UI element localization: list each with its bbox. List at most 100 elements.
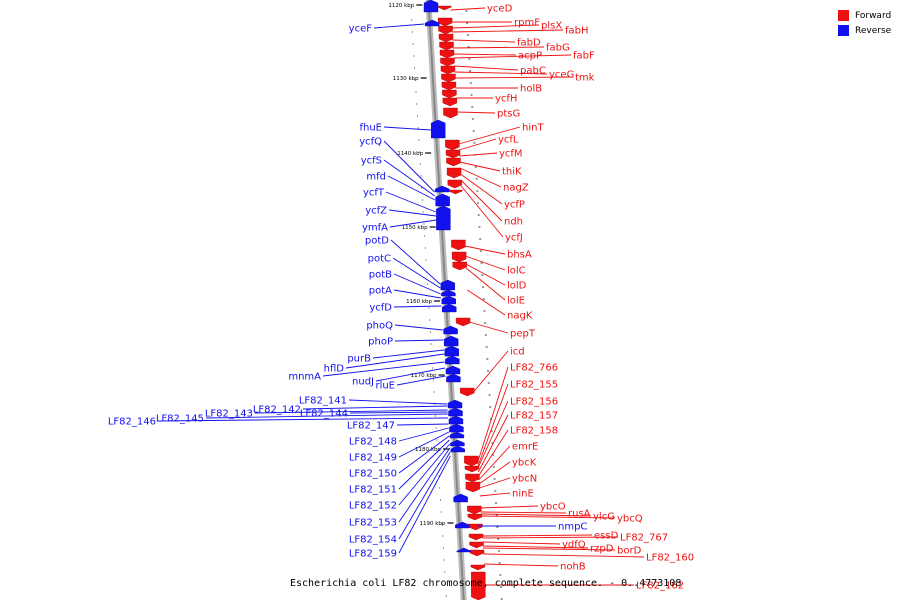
forward-gene-block xyxy=(465,473,480,483)
reverse-gene-label: LF82_148 xyxy=(349,437,397,448)
forward-gene-label: lolD xyxy=(507,281,527,292)
forward-gene-label: borD xyxy=(617,546,642,557)
forward-gene-block xyxy=(452,261,467,271)
reverse-leader-line xyxy=(393,305,442,308)
scale-label: 1150 kbp xyxy=(402,225,428,231)
forward-gene-label: bhsA xyxy=(507,250,532,261)
forward-leader-line xyxy=(459,167,502,188)
forward-gene-label: thiK xyxy=(502,167,522,178)
forward-gene-block xyxy=(467,513,483,521)
scale-label: 1140 kbp xyxy=(397,151,423,157)
reverse-gene-block xyxy=(455,521,470,529)
forward-gene-label: ybcN xyxy=(512,474,537,485)
forward-leader-line xyxy=(465,263,506,286)
forward-gene-block xyxy=(446,157,461,167)
reverse-gene-label: LF82_142 xyxy=(253,405,301,416)
reverse-leader-line xyxy=(398,435,450,474)
reverse-gene-label: ycfZ xyxy=(365,206,387,217)
forward-gene-block xyxy=(440,57,455,67)
forward-gene-label: LF82_158 xyxy=(510,426,558,437)
reverse-leader-line xyxy=(375,367,446,382)
reverse-gene-block xyxy=(423,0,439,13)
reverse-gene-label: LF82_152 xyxy=(349,501,397,512)
reverse-leader-line xyxy=(393,289,441,299)
forward-leader-line xyxy=(482,541,561,545)
forward-leader-line xyxy=(483,553,645,558)
forward-leader-line xyxy=(482,545,589,549)
reverse-gene-block xyxy=(449,431,465,439)
reverse-leader-line xyxy=(349,411,448,414)
legend-forward: Forward xyxy=(838,8,891,23)
legend-reverse-label: Reverse xyxy=(855,25,892,36)
forward-leader-line xyxy=(451,24,540,29)
forward-leader-line xyxy=(460,185,504,238)
forward-gene-label: LF82_156 xyxy=(510,397,558,408)
forward-gene-label: essD xyxy=(594,531,619,542)
reverse-leader-line xyxy=(383,126,431,131)
reverse-leader-line xyxy=(383,159,436,197)
reverse-leader-line xyxy=(398,451,451,540)
forward-swatch xyxy=(838,10,849,21)
reverse-gene-label: LF82_143 xyxy=(205,409,253,420)
reverse-leader-line xyxy=(392,257,441,289)
reverse-leader-line xyxy=(254,409,448,414)
reverse-leader-line xyxy=(398,447,451,523)
forward-leader-line xyxy=(482,534,593,537)
forward-gene-label: ycfL xyxy=(498,135,519,146)
forward-gene-label: yceD xyxy=(487,4,513,15)
forward-gene-label: fabF xyxy=(573,51,595,62)
legend-forward-label: Forward xyxy=(855,10,892,21)
reverse-gene-block xyxy=(425,19,440,27)
reverse-gene-label: potB xyxy=(369,270,392,281)
forward-gene-label: ycfP xyxy=(504,200,525,211)
reverse-gene-label: LF82_144 xyxy=(300,409,348,420)
reverse-gene-label: LF82_153 xyxy=(349,518,397,529)
reverse-gene-block xyxy=(445,365,461,375)
forward-leader-line xyxy=(450,7,486,11)
forward-gene-label: ybcK xyxy=(512,458,537,469)
forward-gene-block xyxy=(441,73,456,83)
reverse-gene-block xyxy=(443,325,458,335)
reverse-leader-line xyxy=(322,361,445,377)
forward-gene-label: ybcO xyxy=(540,502,566,513)
forward-gene-block xyxy=(460,387,475,397)
forward-gene-block xyxy=(469,541,484,549)
reverse-gene-label: LF82_147 xyxy=(347,421,395,432)
forward-gene-block xyxy=(443,107,458,119)
forward-gene-label: fabD xyxy=(517,38,541,49)
forward-gene-block xyxy=(469,549,485,557)
forward-gene-block xyxy=(439,41,454,51)
forward-leader-line xyxy=(477,400,509,469)
forward-gene-label: ycfH xyxy=(495,94,517,105)
forward-leader-line xyxy=(452,39,516,43)
reverse-gene-label: LF82_145 xyxy=(156,414,204,425)
forward-gene-label: fabG xyxy=(546,43,570,54)
forward-leader-line xyxy=(477,366,509,463)
reverse-leader-line xyxy=(398,443,450,506)
forward-leader-line xyxy=(456,111,496,114)
forward-gene-block xyxy=(464,465,480,473)
reverse-gene-block xyxy=(447,399,463,409)
forward-leader-line xyxy=(469,321,509,334)
reverse-leader-line xyxy=(385,191,436,213)
forward-gene-label: rusA xyxy=(568,509,591,520)
reverse-leader-line xyxy=(387,175,436,201)
forward-gene-label: ylcG xyxy=(593,512,615,523)
forward-gene-label: LF82_160 xyxy=(646,553,694,564)
forward-gene-label: pabC xyxy=(520,66,546,77)
forward-gene-block xyxy=(437,5,452,11)
reverse-gene-block xyxy=(434,185,450,193)
reverse-gene-block xyxy=(456,547,472,553)
forward-leader-line xyxy=(453,65,519,71)
forward-leader-line xyxy=(482,536,619,539)
forward-gene-block xyxy=(448,189,463,195)
forward-gene-label: LF82_767 xyxy=(620,533,668,544)
reverse-gene-label: rluE xyxy=(375,381,395,392)
forward-gene-label: ptsG xyxy=(497,109,520,120)
forward-gene-label: LF82_155 xyxy=(510,380,558,391)
reverse-swatch xyxy=(838,25,849,36)
reverse-gene-label: LF82_154 xyxy=(349,535,397,546)
reverse-gene-label: ycfT xyxy=(363,188,385,199)
forward-gene-label: LF82_157 xyxy=(510,411,558,422)
reverse-leader-line xyxy=(388,209,437,217)
